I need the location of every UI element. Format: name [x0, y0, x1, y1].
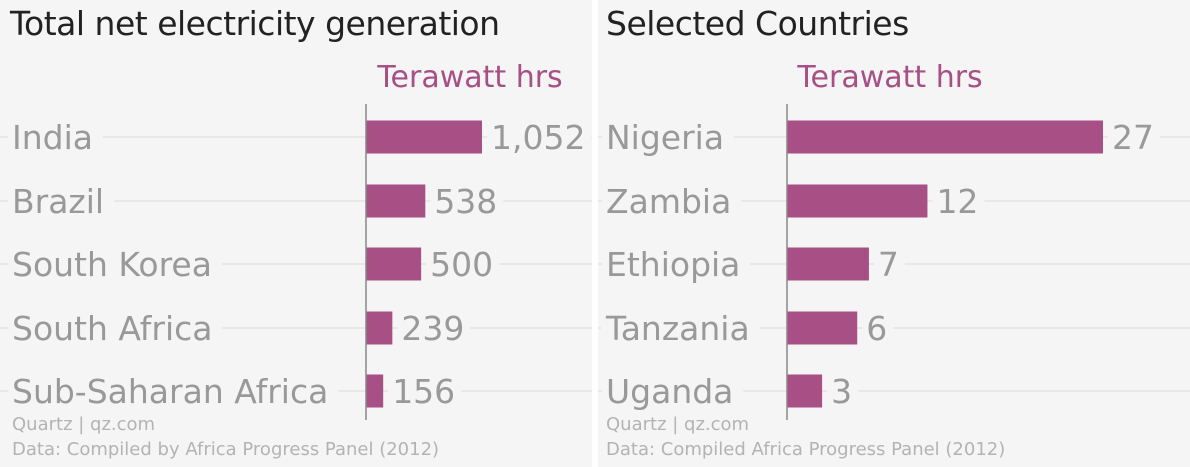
bar	[366, 311, 393, 345]
label-mask	[932, 198, 985, 204]
category-label: Brazil	[12, 182, 104, 221]
label-mask	[8, 388, 339, 394]
chart-panel-left: Total net electricity generation Terawat…	[0, 0, 592, 467]
chart-panel-right: Selected Countries Terawatt hrs Nigeria 27…	[598, 0, 1190, 467]
value-label: 500	[430, 245, 493, 284]
label-mask	[8, 198, 115, 204]
bar	[366, 374, 384, 408]
label-mask	[827, 388, 859, 394]
chart-source: Data: Compiled by Africa Progress Panel …	[12, 439, 440, 460]
value-label: 12	[936, 182, 978, 221]
chart-credit: Quartz | qz.com	[12, 414, 156, 435]
value-label: 3	[831, 372, 852, 411]
bar	[787, 311, 858, 345]
chart-title: Total net electricity generation	[10, 4, 500, 43]
value-label: 27	[1112, 118, 1154, 157]
label-mask	[8, 325, 223, 331]
value-label: 156	[392, 372, 455, 411]
category-label: Zambia	[606, 182, 731, 221]
label-mask	[602, 134, 735, 140]
category-label: India	[12, 118, 93, 157]
category-label: Sub-Saharan Africa	[12, 372, 328, 411]
bar	[787, 247, 869, 281]
bar	[366, 184, 426, 218]
label-mask	[430, 198, 504, 204]
label-mask	[602, 198, 742, 204]
label-mask	[602, 388, 744, 394]
label-mask	[426, 261, 500, 267]
chart-title: Selected Countries	[606, 4, 909, 43]
unit-label: Terawatt hrs	[796, 60, 982, 95]
label-mask	[1108, 134, 1160, 140]
label-mask	[397, 325, 471, 331]
category-label: Ethiopia	[606, 245, 740, 284]
label-mask	[602, 261, 751, 267]
label-mask	[601, 325, 760, 331]
chart-source: Data: Compiled Africa Progress Panel (20…	[606, 439, 1006, 460]
value-label: 239	[401, 309, 464, 348]
category-label: Tanzania	[605, 309, 750, 348]
bar	[787, 184, 928, 218]
category-label: Uganda	[606, 372, 733, 411]
bar	[787, 374, 823, 408]
label-mask	[8, 261, 222, 267]
value-label: 538	[434, 182, 497, 221]
bar	[787, 120, 1103, 154]
bar	[366, 120, 482, 154]
category-label: South Korea	[12, 245, 212, 284]
label-mask	[8, 134, 103, 140]
label-mask	[487, 134, 592, 140]
chart-credit: Quartz | qz.com	[606, 414, 750, 435]
bar-chart-left: Terawatt hrs India 1,052 Brazil 538 South Kor…	[0, 60, 592, 420]
category-label: South Africa	[12, 309, 213, 348]
label-mask	[388, 388, 462, 394]
label-mask	[873, 261, 905, 267]
category-label: Nigeria	[606, 118, 724, 157]
bar	[366, 247, 422, 281]
bar-chart-right: Terawatt hrs Nigeria 27 Zambia 12 Ethiopia 7 Ta…	[598, 60, 1190, 420]
value-label: 6	[866, 309, 887, 348]
unit-label: Terawatt hrs	[376, 60, 562, 95]
value-label: 7	[878, 245, 899, 284]
value-label: 1,052	[491, 118, 585, 157]
label-mask	[862, 325, 894, 331]
